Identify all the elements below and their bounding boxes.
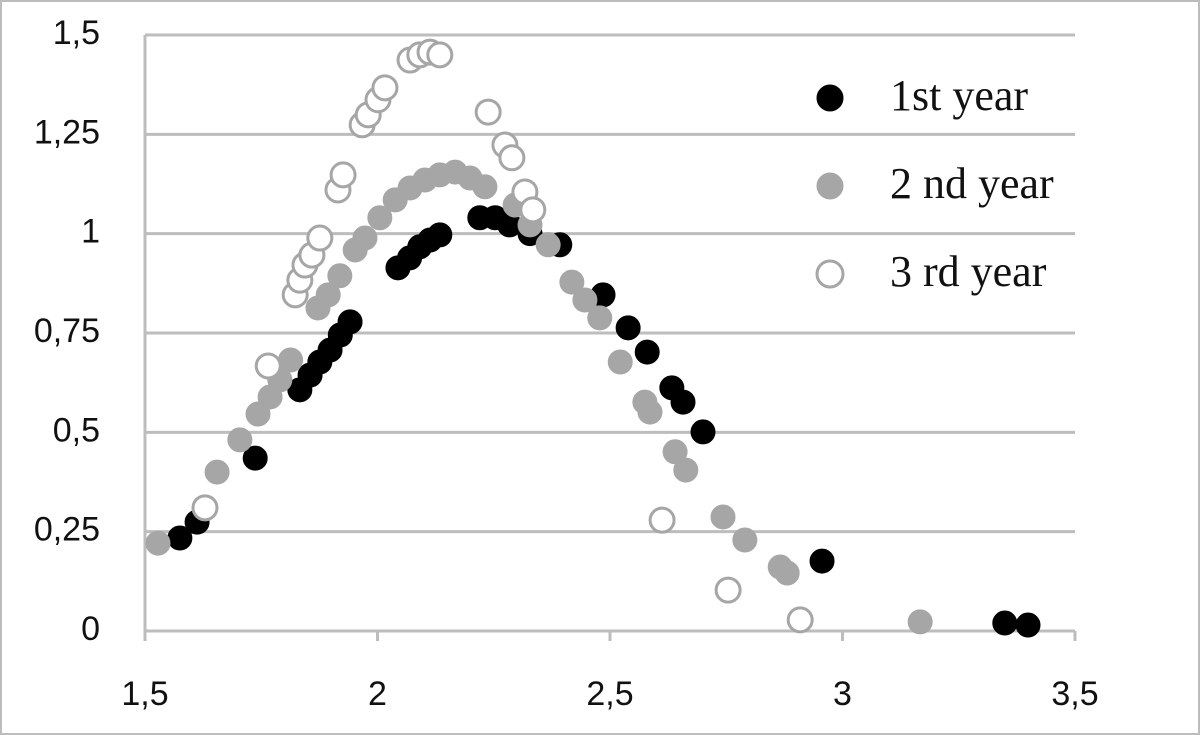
point — [572, 287, 598, 313]
point — [426, 41, 454, 69]
point — [907, 609, 933, 635]
point — [472, 174, 498, 200]
point — [809, 548, 835, 574]
point — [254, 352, 282, 380]
point — [732, 527, 758, 553]
y-tick-label: 0,75 — [34, 312, 100, 350]
point — [690, 419, 716, 445]
point — [648, 506, 676, 534]
y-tick-label: 0,5 — [53, 411, 100, 449]
point — [367, 205, 393, 231]
x-tick-label: 3,5 — [1051, 675, 1098, 713]
point — [992, 610, 1018, 636]
point — [714, 576, 742, 604]
point — [535, 232, 561, 258]
legend-label: 1st year — [890, 71, 1028, 120]
x-tick-label: 3 — [833, 675, 852, 713]
point — [673, 457, 699, 483]
point — [1015, 612, 1041, 638]
point — [327, 263, 353, 289]
point — [634, 339, 660, 365]
point — [615, 315, 641, 341]
point — [774, 560, 800, 586]
point — [278, 347, 304, 373]
point — [670, 389, 696, 415]
point — [559, 269, 585, 295]
y-tick-label: 1 — [81, 213, 100, 251]
point — [191, 494, 219, 522]
x-tick-label: 2 — [368, 675, 387, 713]
point — [245, 401, 271, 427]
legend-marker — [816, 172, 844, 200]
legend-label: 2 nd year — [890, 159, 1054, 208]
y-tick-label: 1,5 — [53, 14, 100, 52]
point — [227, 427, 253, 453]
point — [519, 196, 547, 224]
point — [637, 399, 663, 425]
point — [204, 459, 230, 485]
point — [315, 282, 341, 308]
x-tick-label: 2,5 — [586, 675, 633, 713]
point — [337, 309, 363, 335]
point — [352, 225, 378, 251]
point — [242, 445, 268, 471]
y-tick-label: 0,25 — [34, 511, 100, 549]
y-tick-label: 0 — [81, 610, 100, 648]
legend-marker — [815, 259, 845, 289]
point — [498, 144, 526, 172]
point — [329, 161, 357, 189]
legend-label: 3 rd year — [890, 247, 1047, 296]
point — [427, 222, 453, 248]
point — [786, 606, 814, 634]
point — [710, 504, 736, 530]
point — [371, 74, 399, 102]
point — [587, 305, 613, 331]
point — [306, 224, 334, 252]
y-tick-label: 1,25 — [34, 113, 100, 151]
legend-marker — [816, 84, 844, 112]
point — [607, 349, 633, 375]
point — [145, 530, 171, 556]
x-tick-label: 1,5 — [121, 675, 168, 713]
point — [474, 98, 502, 126]
